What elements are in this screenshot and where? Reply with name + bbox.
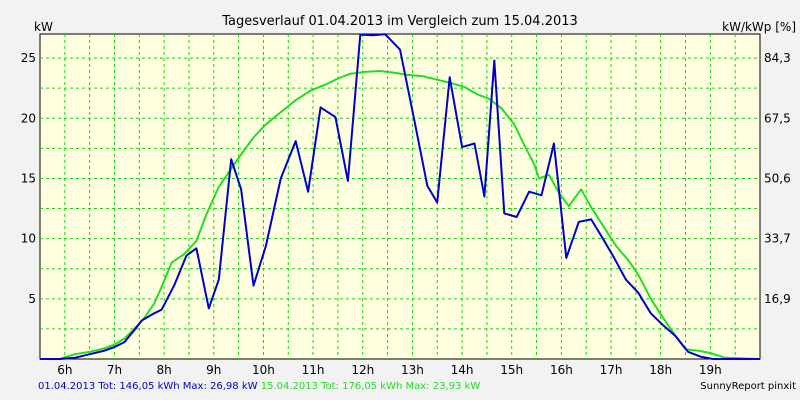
- series-line-01.04.2013: [40, 33, 760, 360]
- series-line-15.04.2013: [40, 70, 761, 360]
- x-tick-label: 6h: [57, 363, 72, 377]
- y-tick-label-right: 84,3: [764, 51, 791, 65]
- x-tick-label: 7h: [107, 363, 122, 377]
- x-tick-label: 8h: [157, 363, 172, 377]
- chart-title: Tagesverlauf 01.04.2013 im Vergleich zum…: [221, 14, 578, 29]
- x-tick-label: 16h: [550, 363, 573, 377]
- x-tick-label: 12h: [351, 363, 374, 377]
- x-tick-label: 15h: [500, 363, 523, 377]
- y-tick-label-right: 16,9: [764, 292, 791, 306]
- left-axis-label: kW: [34, 20, 53, 34]
- x-tick-label: 17h: [600, 363, 623, 377]
- x-tick-label: 13h: [401, 363, 424, 377]
- y-tick-label-right: 50,6: [764, 171, 791, 185]
- x-tick-label: 19h: [699, 363, 722, 377]
- y-tick-label-right: 33,7: [764, 232, 791, 246]
- y-tick-label-left: 15: [21, 171, 36, 185]
- y-tick-label-left: 20: [21, 111, 36, 125]
- y-tick-label-left: 5: [28, 292, 36, 306]
- x-tick-label: 11h: [302, 363, 325, 377]
- x-tick-label: 9h: [206, 363, 221, 377]
- y-tick-label-right: 67,5: [764, 111, 791, 125]
- plot-area: 6h 7h 8h 9h 10h 11h 12h 13h 14h 15h 16h 17h 18h 19h 5 1…: [21, 33, 791, 377]
- y-tick-label-left: 25: [21, 51, 36, 65]
- credit-text: SunnyReport pinxit: [700, 381, 796, 392]
- plot-background: [39, 33, 761, 360]
- legend-green-series: 15.04.2013 Tot: 176,05 kWh Max: 23,93 kW: [260, 381, 481, 392]
- legend-blue-series: 01.04.2013 Tot: 146,05 kWh Max: 26,98 kW: [38, 381, 258, 392]
- x-tick-label: 18h: [649, 363, 672, 377]
- y-tick-label-left: 10: [21, 232, 36, 246]
- right-axis-label: kW/kWp [%]: [722, 20, 796, 34]
- x-tick-label: 14h: [451, 363, 474, 377]
- x-tick-label: 10h: [252, 363, 275, 377]
- legend: 01.04.2013 Tot: 146,05 kWh Max: 26,98 kW…: [38, 381, 480, 392]
